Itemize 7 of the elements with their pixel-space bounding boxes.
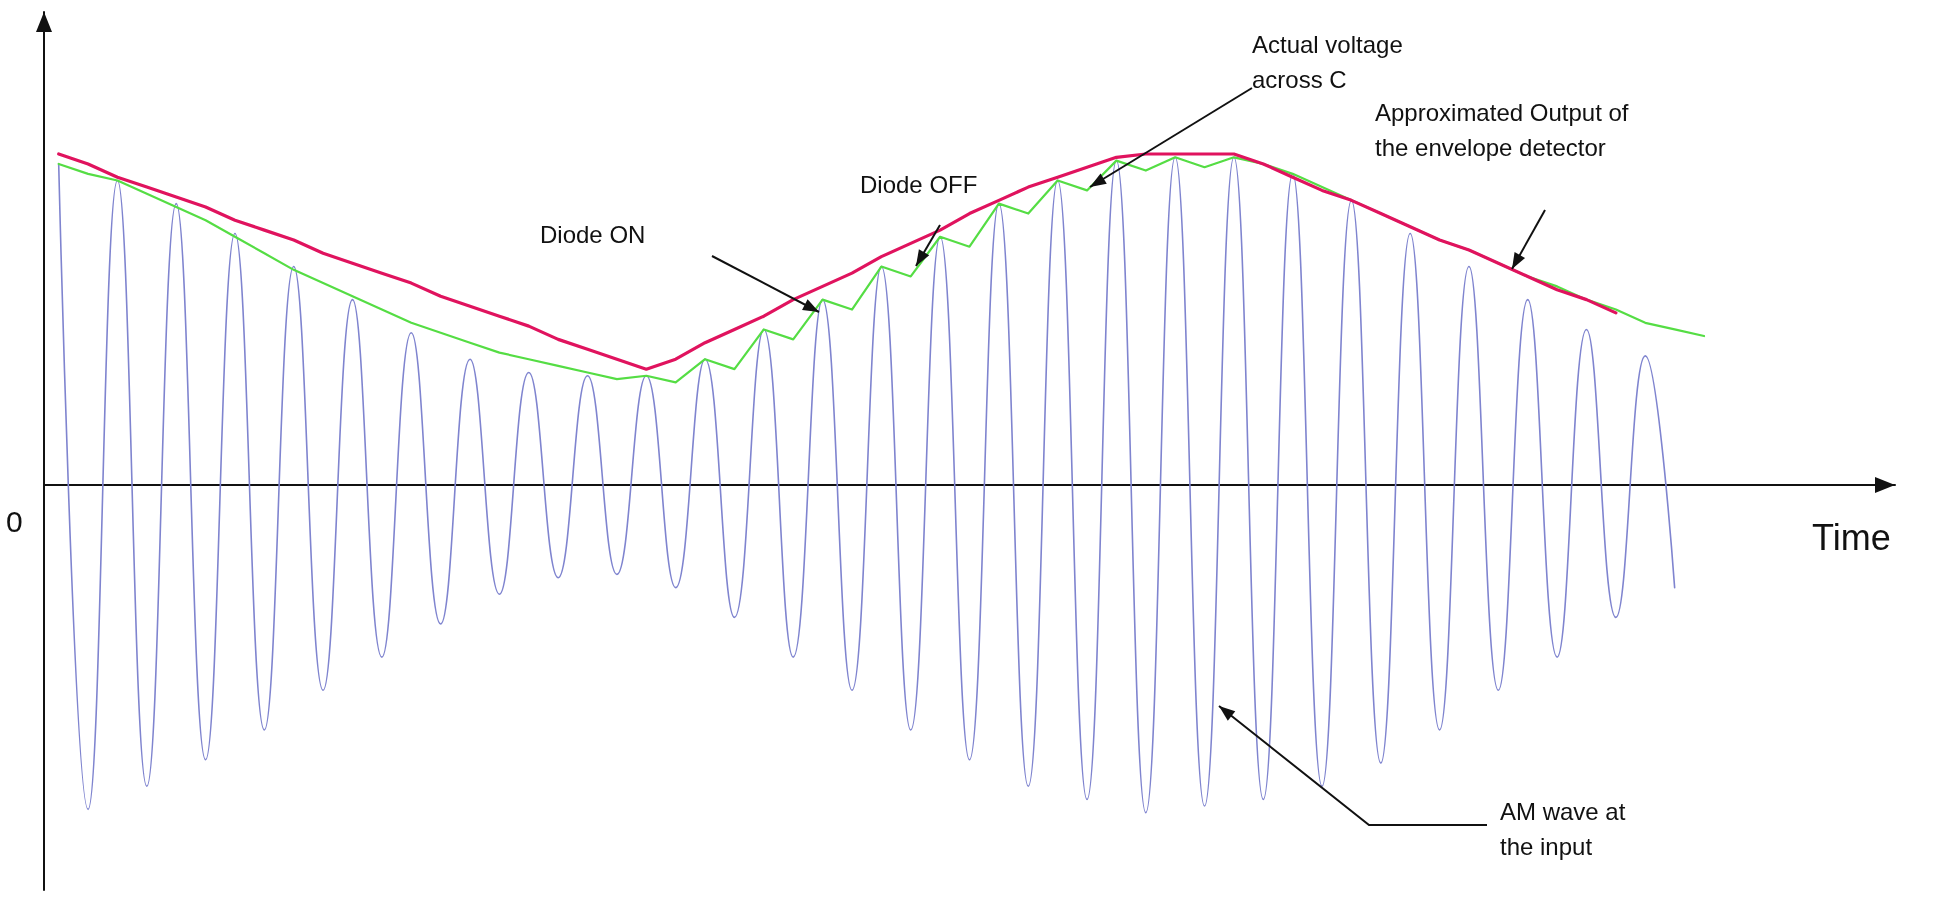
annotation: Approximated Output of the envelope detector xyxy=(1375,98,1630,163)
x-axis-title: Time xyxy=(1812,516,1891,560)
text: Actual voltage across C xyxy=(1252,30,1404,95)
annotation: Diode OFF xyxy=(860,170,979,200)
annotation: Diode ON xyxy=(540,220,647,250)
text: 0 xyxy=(6,504,24,540)
annotation: AM wave at the input xyxy=(1500,797,1627,862)
